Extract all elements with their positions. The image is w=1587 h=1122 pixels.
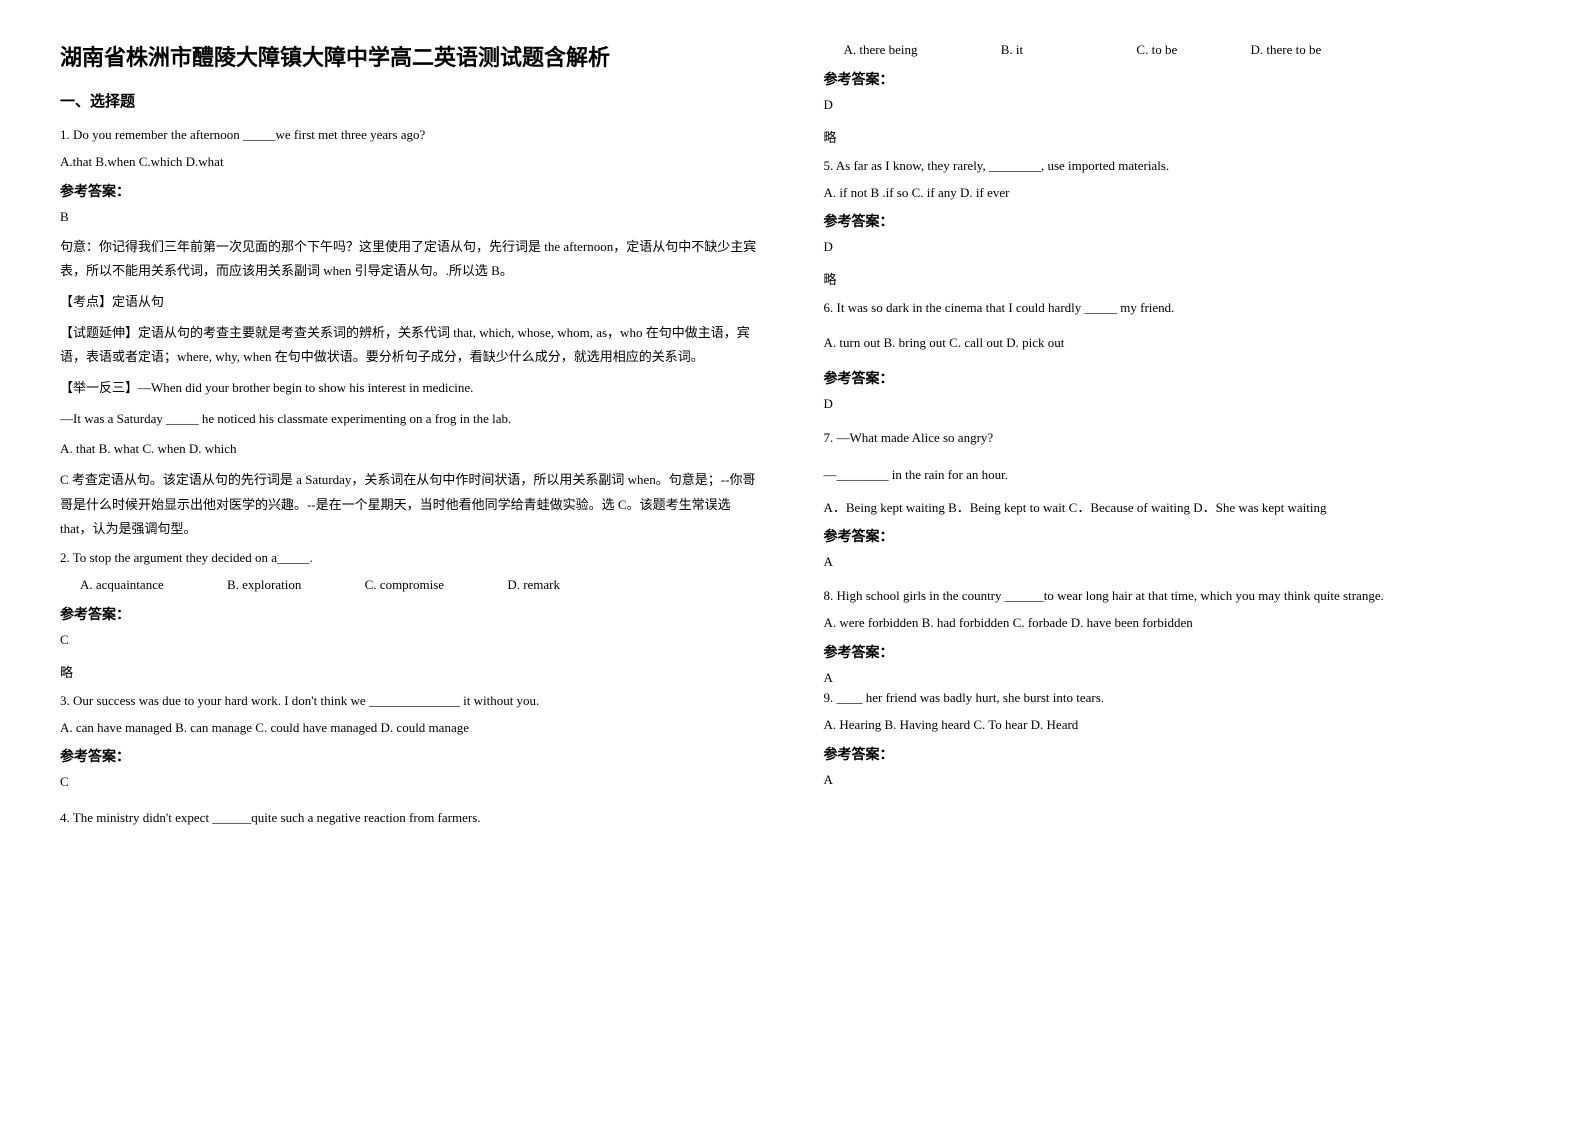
q5-options: A. if not B .if so C. if any D. if ever (824, 183, 1528, 204)
q4-answer: D (824, 97, 1528, 113)
q6-text: 6. It was so dark in the cinema that I c… (824, 298, 1528, 319)
q8-text: 8. High school girls in the country ____… (824, 586, 1528, 607)
q2-answer: C (60, 632, 764, 648)
q6-answer: D (824, 396, 1528, 412)
q7-text2: —________ in the rain for an hour. (824, 465, 1528, 486)
q2-note: 略 (60, 662, 764, 681)
right-column: A. there being B. it C. to be D. there t… (824, 40, 1528, 1082)
q1-example-line2: —It was a Saturday _____ he noticed his … (60, 407, 764, 432)
q2-opt-b: B. exploration (227, 575, 301, 596)
q4-answer-label: 参考答案： (824, 69, 1528, 89)
q2-opt-c: C. compromise (365, 575, 444, 596)
q9-options: A. Hearing B. Having heard C. To hear D.… (824, 715, 1528, 736)
document-title: 湖南省株洲市醴陵大障镇大障中学高二英语测试题含解析 (60, 40, 764, 72)
q4-text: 4. The ministry didn't expect ______quit… (60, 808, 764, 829)
q5-answer-label: 参考答案： (824, 211, 1528, 231)
q7-answer: A (824, 554, 1528, 570)
q9-text: 9. ____ her friend was badly hurt, she b… (824, 688, 1528, 709)
q4-opt-d: D. there to be (1250, 40, 1321, 61)
q3-text: 3. Our success was due to your hard work… (60, 691, 764, 712)
q1-example: 【举一反三】—When did your brother begin to sh… (60, 376, 764, 401)
q5-answer: D (824, 239, 1528, 255)
q2-answer-label: 参考答案： (60, 604, 764, 624)
q2-opt-d: D. remark (507, 575, 560, 596)
q4-opt-b: B. it (1001, 40, 1023, 61)
q1-text: 1. Do you remember the afternoon _____we… (60, 125, 764, 146)
q4-note: 略 (824, 127, 1528, 146)
q2-text: 2. To stop the argument they decided on … (60, 548, 764, 569)
q6-answer-label: 参考答案： (824, 368, 1528, 388)
q2-opt-a: A. acquaintance (80, 575, 164, 596)
q1-point: 【考点】定语从句 (60, 290, 764, 315)
left-column: 湖南省株洲市醴陵大障镇大障中学高二英语测试题含解析 一、选择题 1. Do yo… (60, 40, 764, 1082)
q6-options: A. turn out B. bring out C. call out D. … (824, 333, 1528, 354)
q4-opt-a: A. there being (844, 40, 918, 61)
q3-answer-label: 参考答案： (60, 746, 764, 766)
section-header: 一、选择题 (60, 90, 764, 111)
q7-options: A．Being kept waiting B．Being kept to wai… (824, 498, 1528, 519)
q1-answer-label: 参考答案： (60, 181, 764, 201)
q1-example-options: A. that B. what C. when D. which (60, 437, 764, 462)
q2-options: A. acquaintance B. exploration C. compro… (60, 575, 764, 596)
q8-answer: A (824, 670, 1528, 686)
q7-text: 7. —What made Alice so angry? (824, 428, 1528, 449)
q9-answer-label: 参考答案： (824, 744, 1528, 764)
q5-text: 5. As far as I know, they rarely, ______… (824, 156, 1528, 177)
q5-note: 略 (824, 269, 1528, 288)
q3-answer: C (60, 774, 764, 790)
q4-options: A. there being B. it C. to be D. there t… (824, 40, 1528, 61)
q4-opt-c: C. to be (1136, 40, 1177, 61)
q8-answer-label: 参考答案： (824, 642, 1528, 662)
q8-options: A. were forbidden B. had forbidden C. fo… (824, 613, 1528, 634)
q1-extend: 【试题延伸】定语从句的考查主要就是考查关系词的辨析，关系代词 that, whi… (60, 321, 764, 370)
q1-explanation: 句意：你记得我们三年前第一次见面的那个下午吗？这里使用了定语从句，先行词是 th… (60, 235, 764, 284)
q1-example-answer: C 考查定语从句。该定语从句的先行词是 a Saturday，关系词在从句中作时… (60, 468, 764, 542)
q1-options: A.that B.when C.which D.what (60, 152, 764, 173)
q9-answer: A (824, 772, 1528, 788)
q7-answer-label: 参考答案： (824, 526, 1528, 546)
q1-answer: B (60, 209, 764, 225)
q3-options: A. can have managed B. can manage C. cou… (60, 718, 764, 739)
